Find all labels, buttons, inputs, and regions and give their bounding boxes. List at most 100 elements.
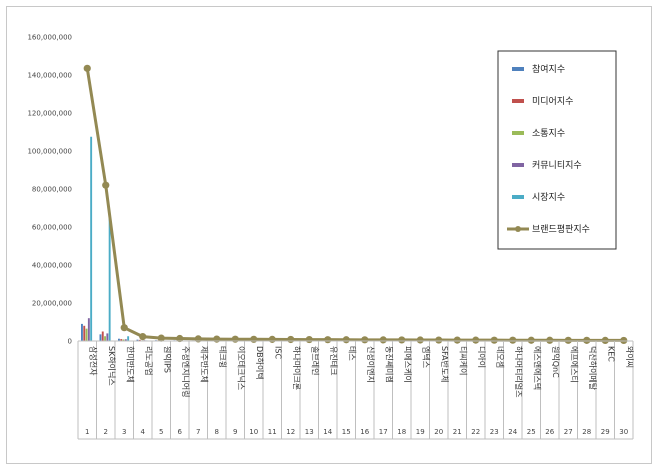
line-point (213, 335, 221, 343)
x-tick-number: 4 (141, 428, 146, 436)
line-point (398, 336, 406, 344)
x-tick-number: 15 (342, 428, 351, 436)
x-tick-label: 삼성전자 (88, 346, 98, 376)
legend-swatch (512, 99, 524, 103)
line-point (287, 335, 295, 344)
x-tick-label: ISC (273, 346, 282, 359)
x-tick-number: 8 (215, 428, 219, 436)
line-point (324, 336, 332, 344)
x-tick-label: 유진테크 (329, 346, 339, 375)
y-tick-label: 160,000,000 (27, 34, 72, 42)
line-point (472, 336, 480, 344)
x-tick-number: 16 (360, 428, 369, 436)
line-point (416, 336, 424, 344)
legend-box (497, 50, 617, 250)
line-point (157, 334, 165, 342)
bar (90, 136, 93, 341)
x-tick-number: 30 (619, 428, 628, 436)
x-tick-number: 23 (490, 428, 499, 436)
x-tick-label: 와이씨 (625, 346, 635, 368)
x-tick-label: 동진쎄미켐 (384, 346, 394, 383)
x-tick-label: 리노공업 (144, 346, 153, 375)
y-tick-label: 120,000,000 (27, 110, 72, 118)
x-tick-label: 테스 (347, 346, 356, 361)
x-tick-number: 25 (527, 428, 536, 436)
x-axis: 삼성전자 1 SK하이닉스 2 한미반도체 3 리노공업 4 원익IPS 5 주성엔지니어링 6 제주반… (77, 340, 635, 440)
x-tick-number: 22 (471, 428, 480, 436)
line-point (490, 336, 498, 344)
x-tick-label: 디아이 (477, 346, 487, 368)
x-tick-label: 에프에스티 (569, 346, 578, 383)
x-tick-number: 9 (233, 428, 237, 436)
line-point (120, 324, 128, 332)
bar (120, 339, 123, 341)
x-tick-label: 하나머티리얼즈 (514, 346, 524, 398)
bar (106, 333, 109, 341)
x-tick-label: DB하이텍 (255, 346, 265, 380)
legend-label: 참여지수 (532, 63, 565, 75)
bar (136, 339, 139, 341)
x-tick-label: 네오셈 (495, 346, 504, 368)
x-tick-number: 20 (434, 428, 443, 436)
x-tick-label: 신성이엔지 (366, 346, 376, 383)
bar (127, 336, 130, 341)
x-tick-number: 12 (286, 428, 295, 436)
x-tick-number: 17 (379, 428, 388, 436)
line-point (379, 336, 387, 344)
y-tick-label: 20,000,000 (32, 300, 72, 308)
line-point (231, 335, 239, 343)
x-tick-label: 에스앤에스텍 (532, 346, 542, 390)
x-tick-number: 24 (508, 428, 517, 436)
x-tick-label: SFA반도체 (440, 346, 450, 383)
y-tick-label: 40,000,000 (32, 262, 72, 270)
x-tick-number: 5 (159, 428, 163, 436)
x-tick-label: 원익QnC (551, 346, 561, 378)
y-tick-label: 60,000,000 (32, 224, 72, 232)
x-tick-label: 덕산하이메탈 (588, 346, 598, 391)
x-tick-number: 21 (453, 428, 462, 436)
bar (81, 323, 83, 341)
x-tick-label: 피에스케이 (403, 346, 413, 383)
x-tick-number: 1 (85, 428, 89, 436)
legend-swatch (512, 195, 524, 199)
x-tick-label: SK하이닉스 (107, 346, 117, 386)
x-tick-label: 테크윙 (218, 346, 228, 368)
line-point (250, 335, 258, 343)
line-point (305, 335, 313, 344)
x-tick-label: 하나마이크론 (292, 346, 302, 390)
line-point (176, 334, 184, 343)
y-tick-label: 140,000,000 (27, 72, 72, 80)
x-tick-label: 제주반도체 (199, 346, 209, 383)
line-point (453, 336, 461, 344)
legend-marker (515, 226, 521, 232)
x-tick-label: 엠텍스 (421, 346, 431, 368)
legend-swatch (512, 163, 524, 167)
y-tick-label: 100,000,000 (27, 148, 72, 156)
x-tick-number: 14 (323, 428, 332, 436)
x-tick-number: 26 (545, 428, 554, 436)
bar (124, 339, 127, 341)
x-tick-number: 10 (249, 428, 258, 436)
line-point (268, 335, 276, 343)
line-point (509, 336, 517, 344)
x-tick-number: 13 (305, 428, 314, 436)
y-tick-label: 80,000,000 (32, 186, 72, 194)
chart-frame: 0 20,000,000 40,000,000 60,000,000 80,000,00… (6, 6, 652, 464)
x-tick-label: 주성엔지니어링 (181, 346, 191, 398)
line-point (583, 336, 591, 344)
bar (99, 334, 102, 341)
brand-reputation-chart: 0 20,000,000 40,000,000 60,000,000 80,000,00… (27, 34, 635, 440)
x-tick-label: KEC (606, 346, 615, 362)
x-tick-number: 28 (582, 428, 591, 436)
bar (118, 338, 120, 341)
x-tick-label: 솔브레인 (310, 346, 320, 375)
bar (122, 339, 125, 341)
bar (138, 339, 141, 341)
line-point (83, 64, 91, 72)
legend-label: 브랜드평판지수 (532, 224, 590, 235)
line-series (83, 64, 628, 345)
line-point (620, 336, 628, 345)
x-tick-number: 29 (601, 428, 610, 436)
line-point (139, 333, 147, 341)
